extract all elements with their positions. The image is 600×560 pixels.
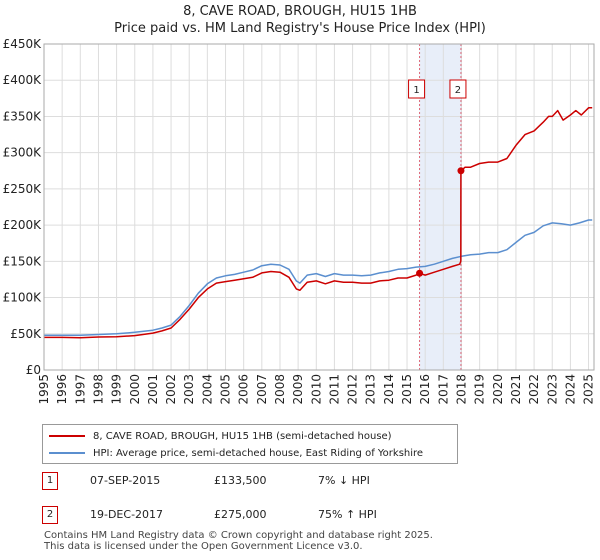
x-tick-label: 2017 xyxy=(436,374,450,405)
y-tick-label: £300K xyxy=(3,146,43,160)
x-tick-label: 1999 xyxy=(110,374,124,405)
x-tick-label: 2009 xyxy=(291,374,305,405)
legend-item-hpi: HPI: Average price, semi-detached house,… xyxy=(43,445,423,461)
x-tick-label: 2021 xyxy=(509,374,523,405)
sale-point xyxy=(457,167,465,175)
y-tick-label: £450K xyxy=(3,37,43,51)
plot-border xyxy=(43,43,595,371)
x-tick-label: 2013 xyxy=(364,374,378,405)
sale-label-box xyxy=(408,79,426,99)
chart-subtitle: Price paid vs. HM Land Registry's House … xyxy=(114,21,486,36)
sale-price: £275,000 xyxy=(214,508,267,521)
x-tick-label: 1998 xyxy=(91,374,105,405)
sale-label-number: 1 xyxy=(413,85,419,96)
x-tick-label: 1996 xyxy=(55,374,69,405)
sale-point xyxy=(416,269,424,277)
x-tick-label: 2019 xyxy=(473,374,487,405)
x-tick-label: 2002 xyxy=(164,374,178,405)
price-chart: £0 £50K £100K £150K £200K £250K £300K £350K £400… xyxy=(3,37,596,405)
y-tick-label: £0 xyxy=(26,363,41,377)
legend-line-red xyxy=(49,435,85,437)
y-tick-label: £200K xyxy=(3,218,43,232)
sale-label-box xyxy=(449,79,467,99)
y-tick-label: £350K xyxy=(3,109,43,123)
x-tick-label: 2003 xyxy=(182,374,196,405)
legend-line-blue xyxy=(49,452,85,454)
y-tick-label: £100K xyxy=(3,291,43,305)
x-tick-label: 2000 xyxy=(128,374,142,405)
x-tick-label: 1995 xyxy=(37,374,51,405)
legend-item-property: 8, CAVE ROAD, BROUGH, HU15 1HB (semi-det… xyxy=(43,428,392,444)
y-tick-label: £150K xyxy=(3,254,43,268)
sale-date: 19-DEC-2017 xyxy=(90,508,164,521)
legend-label-hpi: HPI: Average price, semi-detached house,… xyxy=(93,447,424,459)
x-tick-label: 2011 xyxy=(327,374,341,405)
x-tick-label: 2018 xyxy=(454,374,468,405)
x-tick-label: 1997 xyxy=(73,374,87,405)
legend-label-property: 8, CAVE ROAD, BROUGH, HU15 1HB (semi-det… xyxy=(93,430,392,442)
x-tick-label: 2008 xyxy=(273,374,287,405)
property-price-line xyxy=(44,107,593,339)
sale-marker-2: 2 xyxy=(42,506,58,524)
sale-hpi-change: 75% ↑ HPI xyxy=(318,508,377,521)
sale-row-2: 2 19-DEC-2017 £275,000 75% ↑ HPI xyxy=(42,506,562,526)
y-tick-label: £400K xyxy=(3,73,43,87)
x-tick-label: 2005 xyxy=(219,374,233,405)
sale-price: £133,500 xyxy=(214,474,267,487)
x-tick-label: 2012 xyxy=(346,374,360,405)
x-tick-label: 2015 xyxy=(400,374,414,405)
x-tick-label: 2007 xyxy=(255,374,269,405)
plot-area xyxy=(44,44,594,370)
sale-marker-1: 1 xyxy=(42,472,58,490)
chart-title: 8, CAVE ROAD, BROUGH, HU15 1HB xyxy=(183,4,417,19)
y-tick-label: £50K xyxy=(10,327,42,341)
legend: 8, CAVE ROAD, BROUGH, HU15 1HB (semi-det… xyxy=(42,424,458,464)
x-tick-label: 2010 xyxy=(309,374,323,405)
y-tick-label: £250K xyxy=(3,182,43,196)
x-tick-label: 2016 xyxy=(418,374,432,405)
x-tick-label: 2014 xyxy=(382,374,396,405)
x-tick-label: 2004 xyxy=(200,374,214,405)
x-tick-label: 2006 xyxy=(237,374,251,405)
hpi-line xyxy=(44,219,593,336)
sale-row-1: 1 07-SEP-2015 £133,500 7% ↓ HPI xyxy=(42,472,562,492)
x-tick-label: 2023 xyxy=(545,374,559,405)
x-tick-label: 2025 xyxy=(582,374,596,405)
footer: Contains HM Land Registry data © Crown c… xyxy=(44,530,433,552)
footer-line-1: Contains HM Land Registry data © Crown c… xyxy=(44,530,433,541)
sale-label-number: 2 xyxy=(455,85,461,96)
x-tick-label: 2001 xyxy=(146,374,160,405)
x-tick-label: 2020 xyxy=(491,374,505,405)
sale-date: 07-SEP-2015 xyxy=(90,474,161,487)
sale-hpi-change: 7% ↓ HPI xyxy=(318,474,370,487)
x-tick-label: 2024 xyxy=(563,374,577,405)
footer-line-2: This data is licensed under the Open Gov… xyxy=(44,541,363,552)
x-tick-label: 2022 xyxy=(527,374,541,405)
